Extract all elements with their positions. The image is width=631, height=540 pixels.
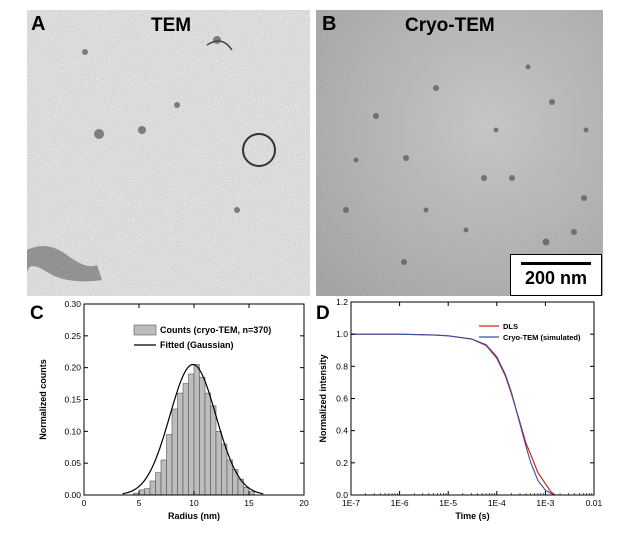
y-tick-label: 0.30 (64, 299, 81, 309)
y-tick-label: 0.0 (336, 490, 348, 500)
histogram-bar (204, 392, 211, 496)
cryo-particles (343, 64, 589, 265)
x-tick-label: 1E-5 (439, 498, 457, 508)
legend-label-cryo: Cryo-TEM (simulated) (503, 333, 581, 342)
histogram-bar (138, 489, 145, 496)
x-tick-label: 1E-4 (488, 498, 506, 508)
x-tick-label: 0.01 (586, 498, 603, 508)
y-tick-label: 0.05 (64, 458, 81, 468)
x-tick-label: 1E-7 (342, 498, 360, 508)
x-tick-label: 1E-6 (391, 498, 409, 508)
y-tick-label: 1.2 (336, 297, 348, 307)
plot-frame (350, 301, 595, 496)
panel-letter-d: D (316, 303, 330, 324)
panel-letter-a: A (31, 13, 46, 35)
legend-label-fit: Fitted (Gaussian) (160, 340, 234, 350)
y-tick-label: 0.20 (64, 363, 81, 373)
x-tick-label: 10 (189, 498, 199, 508)
x-tick-label: 15 (244, 498, 254, 508)
gaussian-fit-line (122, 363, 264, 495)
histogram-bar (232, 469, 239, 496)
panel-letter-c: C (30, 303, 44, 324)
x-tick-label: 0 (82, 498, 87, 508)
scalebar-line (521, 262, 591, 265)
histogram-bar (149, 480, 156, 496)
histogram-bar (177, 392, 184, 496)
dls-curve (351, 333, 556, 496)
y-axis-label: Normalized counts (38, 359, 48, 440)
histogram-bar (160, 459, 167, 496)
histogram-bar (171, 408, 178, 496)
histogram-bar (221, 443, 228, 496)
histogram-bar (193, 364, 200, 496)
histogram-bar (155, 472, 162, 496)
x-tick-label: 1E-3 (536, 498, 554, 508)
histogram-bar (215, 431, 222, 496)
legend-swatch-counts (133, 324, 157, 336)
y-tick-label: 0.8 (336, 361, 348, 371)
x-tick-label: 20 (299, 498, 309, 508)
x-tick-label: 5 (137, 498, 142, 508)
histogram-bar (210, 405, 217, 496)
y-axis-label: Normalized intensity (318, 354, 328, 442)
histogram-bar (144, 488, 151, 496)
panel-title-tem: TEM (151, 15, 192, 36)
y-tick-label: 0.00 (64, 490, 81, 500)
histogram-bar (133, 492, 140, 496)
legend-label-dls: DLS (503, 322, 518, 331)
histogram-bar (166, 434, 173, 496)
panel-letter-b: B (322, 13, 337, 35)
tem-vesicle (242, 133, 276, 167)
y-tick-label: 0.6 (336, 394, 348, 404)
plot-frame (83, 303, 305, 496)
histogram-bar (226, 459, 233, 496)
scalebar-label: 200 nm (524, 268, 588, 288)
x-axis-label: Time (s) (455, 511, 489, 521)
cryo-tem-simulated-curve (351, 333, 556, 496)
y-tick-label: 0.10 (64, 426, 81, 436)
y-tick-label: 0.2 (336, 458, 348, 468)
y-tick-label: 0.25 (64, 331, 81, 341)
tem-debris (27, 246, 102, 282)
histogram-bar (248, 491, 255, 496)
histogram-bar (188, 373, 195, 496)
legend-label-counts: Counts (cryo-TEM, n=370) (160, 325, 271, 335)
histogram-bar (243, 487, 250, 496)
histogram-bar (237, 478, 244, 496)
cryo-tem-micrograph: B Cryo-TEM 200 nm (316, 10, 603, 296)
x-axis-label: Radius (nm) (168, 511, 220, 521)
histogram-bar (182, 383, 189, 496)
histogram-bar (199, 376, 206, 496)
tem-micrograph: A TEM (27, 10, 310, 296)
scalebar-box: 200 nm (510, 254, 602, 296)
panel-title-cryo-tem: Cryo-TEM (405, 15, 495, 36)
tem-particles (82, 36, 240, 213)
y-tick-label: 0.4 (336, 426, 348, 436)
y-tick-label: 0.15 (64, 395, 81, 405)
y-tick-label: 1.0 (336, 329, 348, 339)
